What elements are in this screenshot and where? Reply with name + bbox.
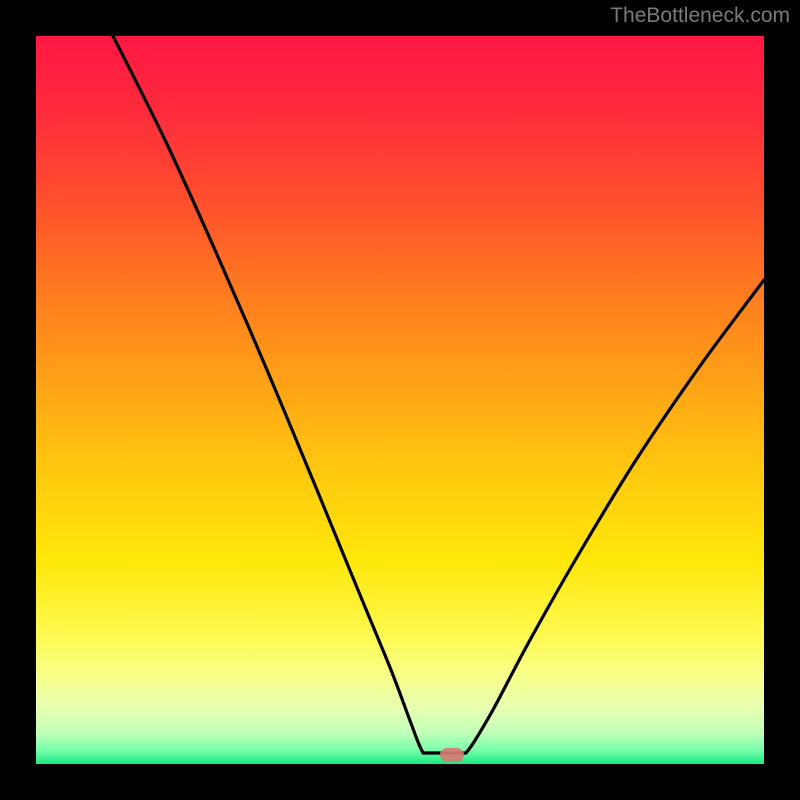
plot-background-gradient [36,36,764,764]
watermark-text: TheBottleneck.com [610,4,790,28]
chart-svg [0,0,800,800]
optimum-marker [440,748,464,762]
chart-canvas: TheBottleneck.com [0,0,800,800]
